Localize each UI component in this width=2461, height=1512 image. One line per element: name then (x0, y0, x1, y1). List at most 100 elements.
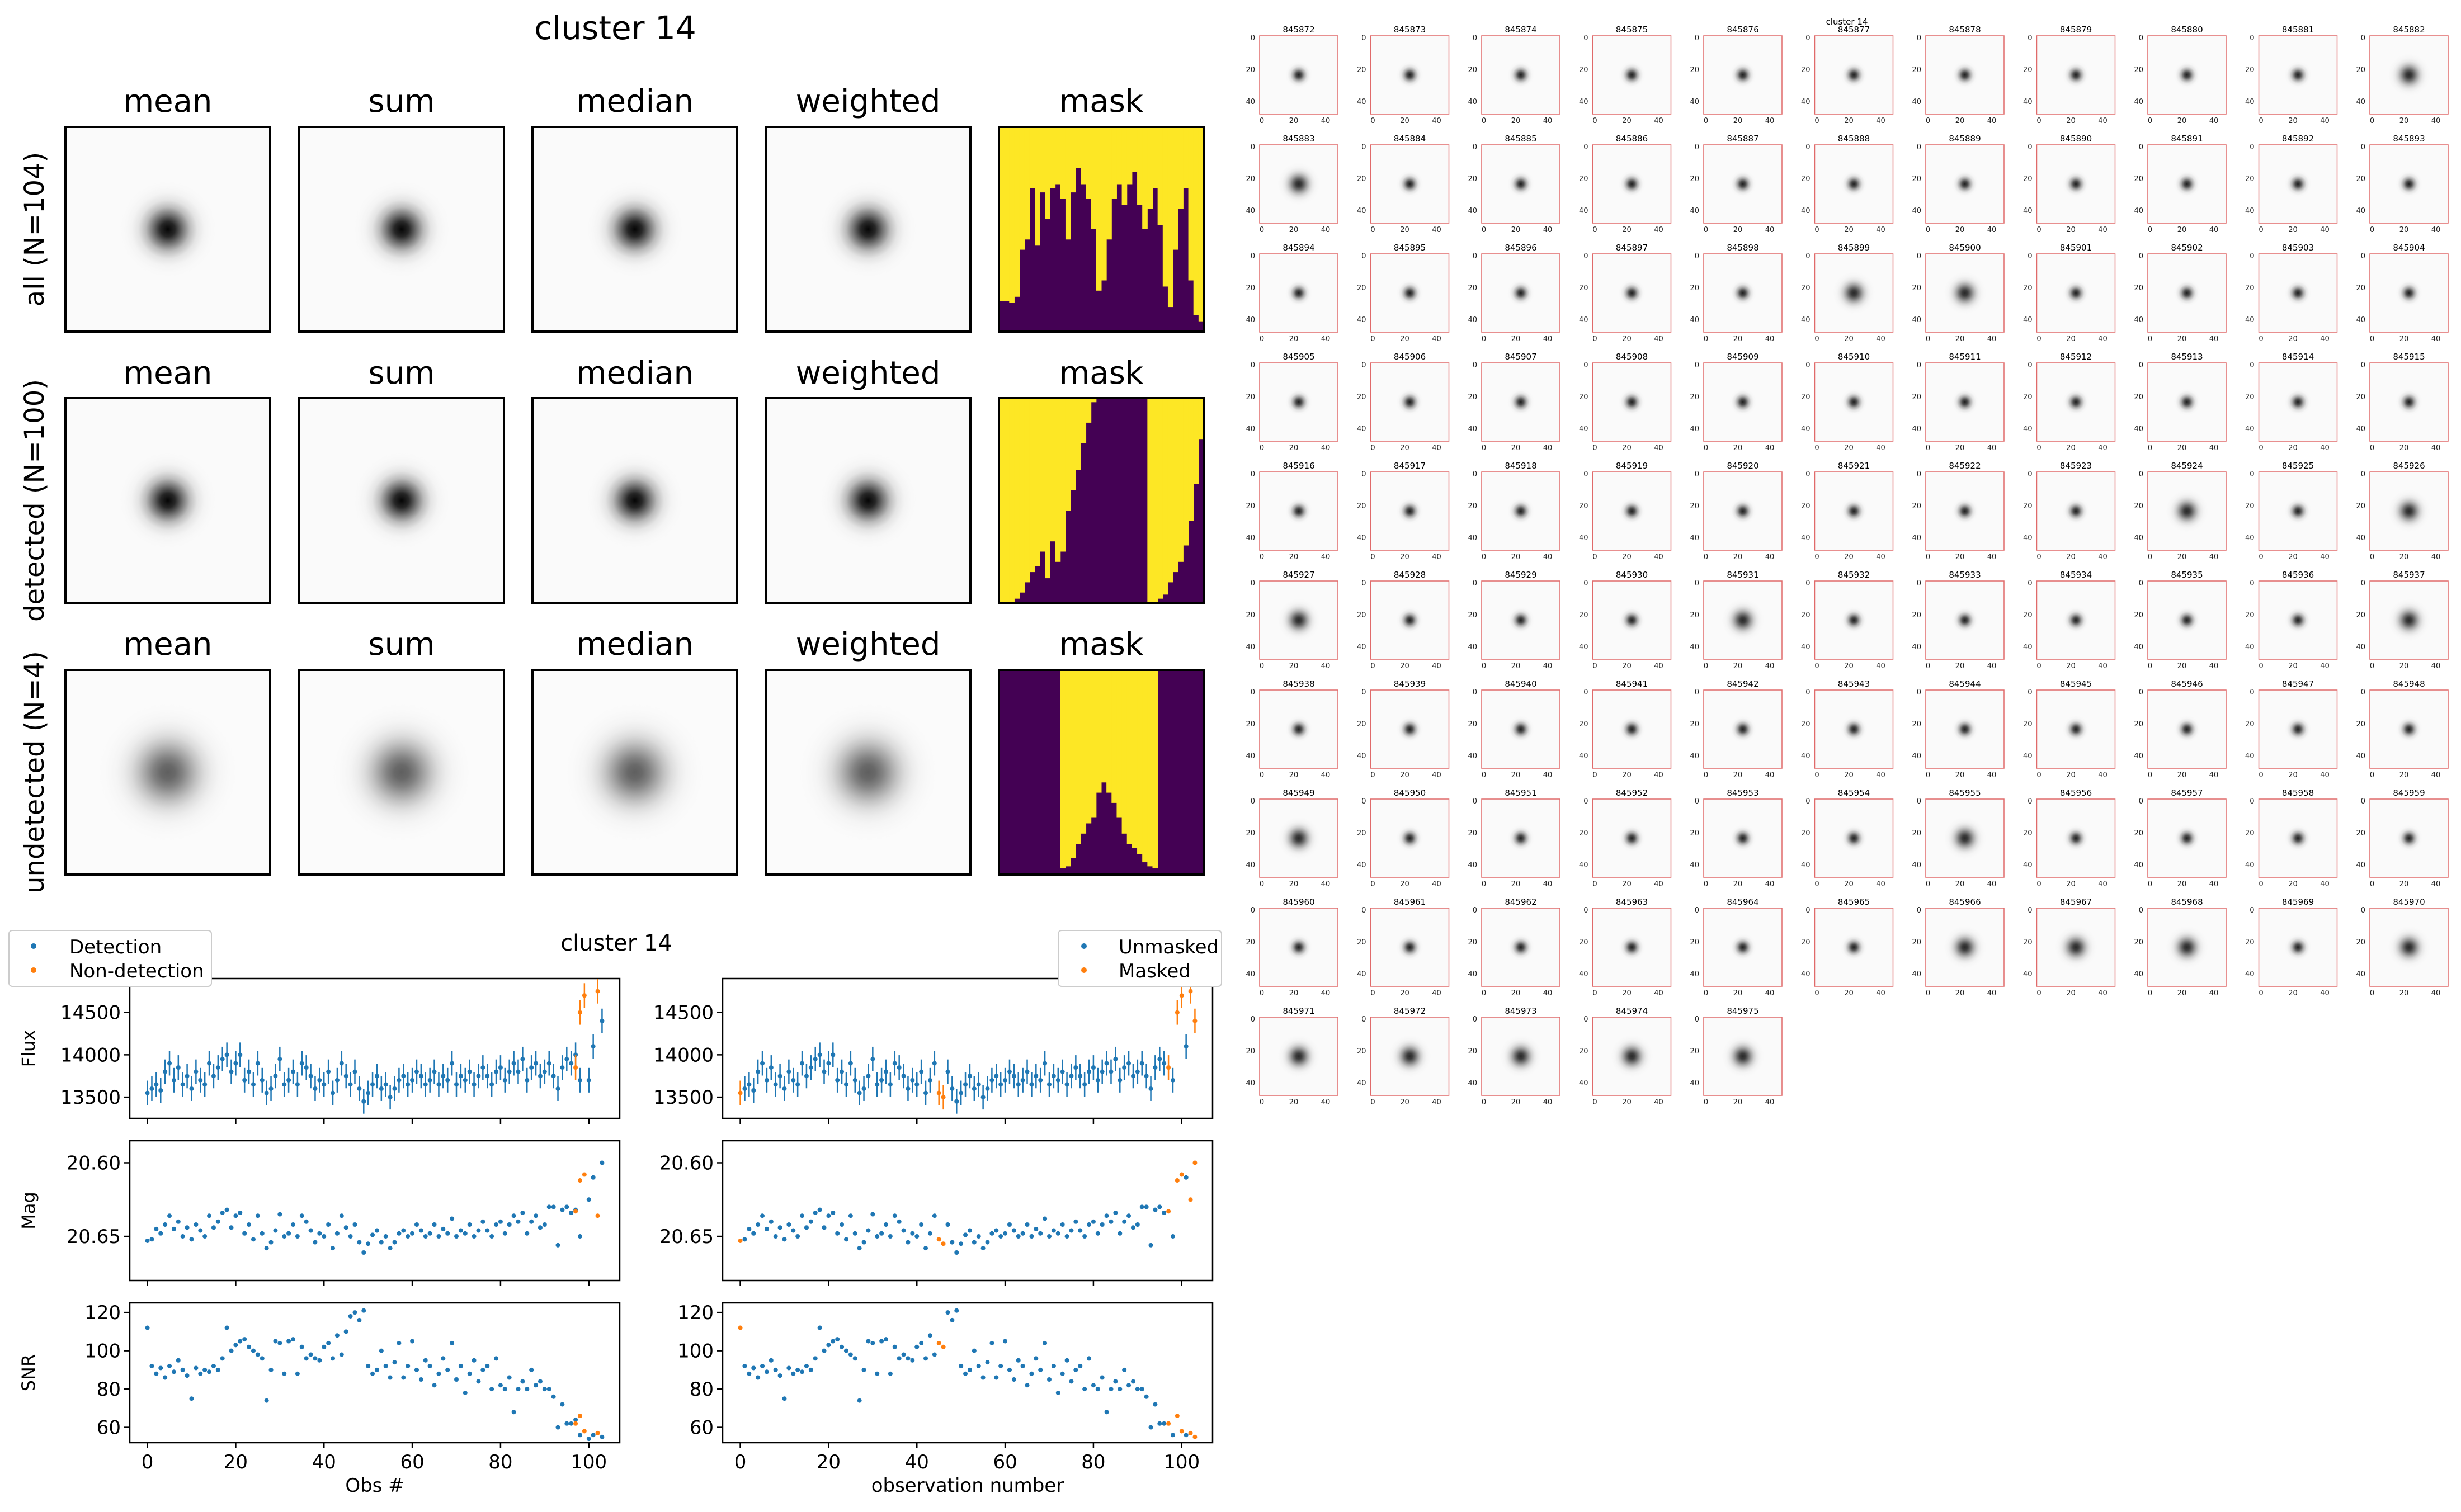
thumbnail-title: 845951 (1505, 788, 1536, 798)
thumbnail-xtick: 0 (1482, 226, 1486, 234)
thumbnail-ytick: 20 (1357, 66, 1366, 74)
mask-image (998, 397, 1205, 604)
thumbnail-ytick: 40 (1468, 861, 1477, 870)
thumbnail-ytick: 40 (1801, 207, 1811, 215)
data-point (171, 1226, 176, 1231)
data-point (299, 1061, 304, 1066)
data-point (769, 1219, 774, 1224)
data-point (410, 1078, 415, 1083)
thumbnail-xtick: 40 (1876, 989, 1885, 998)
column-title-median: median (576, 626, 694, 663)
stacked-images-grid: all (N=104)mean sum median weighted maskdete… (19, 83, 1205, 894)
thumbnail-title: 845886 (1616, 134, 1648, 144)
data-point (555, 1086, 560, 1091)
thumbnail-ytick: 40 (1912, 316, 1921, 324)
data-point (450, 1061, 455, 1066)
thumbnail-ytick: 20 (2134, 829, 2143, 838)
thumbnail-xtick: 40 (2431, 335, 2441, 343)
thumbnail-ytick: 20 (1579, 611, 1588, 620)
thumbnail-ytick: 0 (1361, 797, 1366, 806)
thumbnail-title: 845908 (1616, 352, 1648, 362)
data-point (352, 1310, 357, 1315)
data-point (383, 1364, 388, 1369)
thumbnail-xtick: 20 (1400, 880, 1409, 889)
ytick-label: 20.65 (659, 1226, 714, 1248)
thumbnail-xtick: 40 (1432, 444, 1441, 452)
data-point (520, 1210, 525, 1215)
thumbnail-ytick: 20 (2245, 393, 2255, 401)
thumbnail-xtick: 40 (1876, 117, 1885, 125)
data-point (441, 1356, 446, 1361)
thumbnail-xtick: 20 (2288, 989, 2298, 998)
data-point (888, 1082, 893, 1087)
thumbnail-ytick: 40 (1801, 534, 1811, 542)
thumbnail-xtick: 0 (2370, 444, 2374, 452)
thumbnail-xtick: 40 (1876, 335, 1885, 343)
thumbnail-xtick: 40 (1876, 662, 1885, 670)
thumbnail-ytick: 0 (1251, 797, 1255, 806)
data-point (480, 1065, 485, 1070)
data-point (357, 1317, 362, 1322)
thumbnail-ytick: 40 (1912, 207, 1921, 215)
thumbnail-ytick: 20 (2356, 66, 2365, 74)
data-point (1064, 1358, 1069, 1363)
thumbnail-ytick: 20 (2023, 66, 2033, 74)
data-point (963, 1371, 968, 1376)
thumbnail-xtick: 40 (1654, 117, 1663, 125)
legend-masked-marker (1081, 967, 1087, 973)
thumbnail-ytick: 40 (2023, 752, 2033, 760)
thumbnail-ytick: 20 (1912, 611, 1921, 620)
data-point (927, 1333, 932, 1338)
data-point (224, 1325, 229, 1330)
data-point (1109, 1219, 1114, 1224)
data-point (370, 1232, 375, 1237)
data-point (317, 1231, 322, 1236)
data-point (577, 1078, 582, 1083)
xtick-label: 100 (1163, 1451, 1200, 1473)
thumbnail-xtick: 20 (1844, 335, 1854, 343)
thumbnail-xtick: 0 (1370, 1098, 1375, 1107)
data-point (1175, 1010, 1180, 1015)
thumbnail-xtick: 40 (2320, 662, 2330, 670)
thumbnail-ytick: 40 (2134, 316, 2143, 324)
thumbnail-title: 845905 (1283, 352, 1314, 362)
thumbnail-ytick: 20 (2245, 720, 2255, 729)
data-point (1179, 993, 1184, 998)
thumbnail-xtick: 40 (1654, 662, 1663, 670)
data-point (485, 1228, 490, 1233)
thumbnail-xtick: 40 (1543, 553, 1553, 561)
thumbnail-title: 845914 (2282, 352, 2314, 362)
thumbnail-xtick: 40 (1543, 117, 1553, 125)
thumbnail-ytick: 40 (2245, 207, 2255, 215)
thumbnail-xtick: 0 (1926, 771, 1930, 779)
thumbnail-xtick: 40 (1432, 880, 1441, 889)
data-point (211, 1074, 216, 1079)
thumbnail-ytick: 40 (1357, 207, 1366, 215)
data-point (897, 1065, 902, 1070)
data-point (831, 1210, 836, 1215)
data-point (1135, 1222, 1140, 1227)
data-point (989, 1340, 994, 1345)
thumbnail-xtick: 40 (2098, 444, 2108, 452)
thumbnail-ytick: 0 (1917, 143, 1921, 152)
data-point (171, 1369, 176, 1374)
thumbnail-ytick: 40 (2245, 316, 2255, 324)
data-point (295, 1371, 300, 1376)
thumbnail-xtick: 40 (1987, 117, 1997, 125)
data-point (1135, 1387, 1140, 1392)
data-point (1060, 1371, 1065, 1376)
data-point (980, 1095, 986, 1100)
thumbnail-xtick: 20 (1289, 335, 1299, 343)
data-point (1087, 1069, 1092, 1074)
data-point (577, 1178, 582, 1183)
data-point (914, 1234, 920, 1239)
data-point (215, 1065, 220, 1070)
data-point (936, 1340, 941, 1345)
